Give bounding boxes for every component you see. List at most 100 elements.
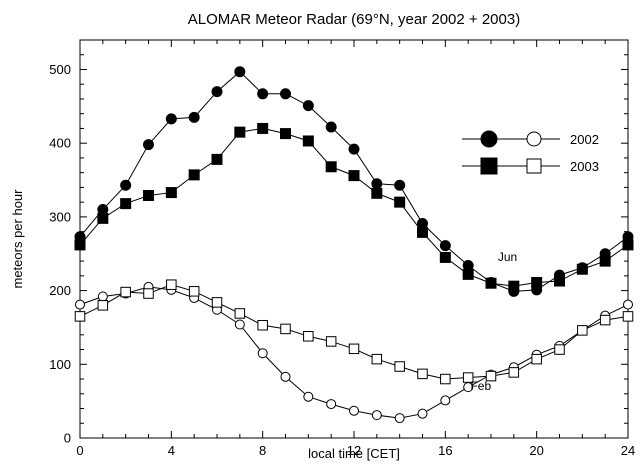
data-point [439, 240, 451, 252]
data-point [371, 178, 383, 190]
data-point [280, 88, 291, 100]
data-point [211, 86, 223, 98]
legend-marker-filled [480, 157, 498, 175]
data-point [234, 126, 246, 138]
legend-marker-filled [480, 130, 498, 148]
data-point [371, 410, 382, 421]
chart-title: ALOMAR Meteor Radar (69°N, year 2002 + 2… [188, 11, 520, 28]
annotation-feb: Feb [470, 379, 491, 393]
data-point [417, 408, 428, 419]
data-point [97, 212, 109, 224]
y-tick-label: 500 [49, 62, 71, 77]
data-point [440, 373, 451, 385]
data-point [188, 286, 200, 297]
data-point [394, 413, 405, 424]
data-point [280, 323, 291, 335]
data-point [143, 139, 154, 151]
data-point [74, 311, 86, 322]
data-point [234, 66, 246, 78]
data-point [349, 405, 359, 416]
data-point [302, 100, 314, 112]
data-point [485, 277, 497, 289]
data-point [188, 169, 200, 181]
data-point [280, 371, 291, 382]
legend: 2002 2003 [462, 130, 599, 175]
data-point [257, 319, 268, 331]
data-point [348, 170, 360, 182]
legend-label: 2003 [570, 159, 599, 174]
x-tick-label: 8 [259, 443, 266, 458]
data-point [143, 288, 154, 299]
y-tick-label: 200 [49, 283, 71, 298]
legend-label: 2002 [570, 132, 599, 147]
data-point [554, 344, 565, 355]
data-point [622, 311, 634, 322]
legend-marker-open [526, 158, 542, 174]
data-point [485, 370, 497, 382]
x-axis-label: local time [CET] [308, 446, 400, 461]
data-point [234, 308, 246, 319]
plot-frame [79, 39, 629, 439]
data-point [166, 279, 177, 290]
data-point [622, 239, 634, 251]
data-point [348, 143, 360, 155]
data-point [599, 314, 611, 326]
data-point [576, 263, 588, 275]
data-point [143, 190, 154, 202]
data-point [577, 325, 588, 336]
data-point [394, 361, 405, 372]
data-point [257, 122, 269, 134]
data-point [257, 88, 269, 100]
data-point [371, 187, 383, 199]
data-point [462, 268, 474, 280]
data-point [75, 299, 85, 310]
data-point [234, 319, 245, 330]
annotation-jun: Jun [498, 250, 517, 264]
data-point [394, 196, 406, 208]
data-point [303, 391, 314, 402]
y-tick-label: 400 [49, 136, 71, 151]
data-point [211, 297, 223, 308]
data-point [531, 353, 542, 365]
data-point [74, 239, 86, 251]
data-point [303, 331, 314, 342]
series-feb-2003 [74, 279, 634, 385]
data-point [508, 367, 520, 378]
data-point [348, 343, 360, 355]
data-point [531, 276, 543, 288]
series-line [79, 71, 629, 292]
data-point [462, 372, 474, 383]
data-point [120, 198, 132, 210]
data-point [440, 395, 451, 406]
data-point [120, 286, 131, 298]
data-point [97, 291, 108, 302]
data-point [302, 135, 314, 147]
series-jun-2002 [74, 66, 634, 297]
data-point [417, 226, 428, 238]
data-point [188, 111, 200, 123]
x-tick-label: 16 [438, 443, 452, 458]
data-point [211, 153, 223, 165]
data-point [120, 179, 132, 191]
data-point [623, 299, 633, 310]
data-point [280, 128, 291, 140]
series-line [79, 284, 629, 380]
data-point [325, 336, 337, 347]
y-tick-label: 100 [49, 357, 71, 372]
data-point [165, 187, 177, 199]
data-point [508, 280, 520, 292]
y-axis-label: meteors per hour [10, 189, 25, 289]
x-tick-label: 0 [76, 443, 83, 458]
data-point [417, 368, 428, 380]
x-tick-label: 4 [168, 443, 175, 458]
y-tick-label: 300 [49, 209, 71, 224]
data-point [371, 353, 383, 365]
legend-marker-open [526, 131, 542, 147]
data-point [554, 275, 565, 287]
data-point [97, 300, 109, 311]
x-tick-label: 20 [529, 443, 543, 458]
data-point [257, 348, 268, 359]
series-jun-2003 [74, 122, 634, 292]
